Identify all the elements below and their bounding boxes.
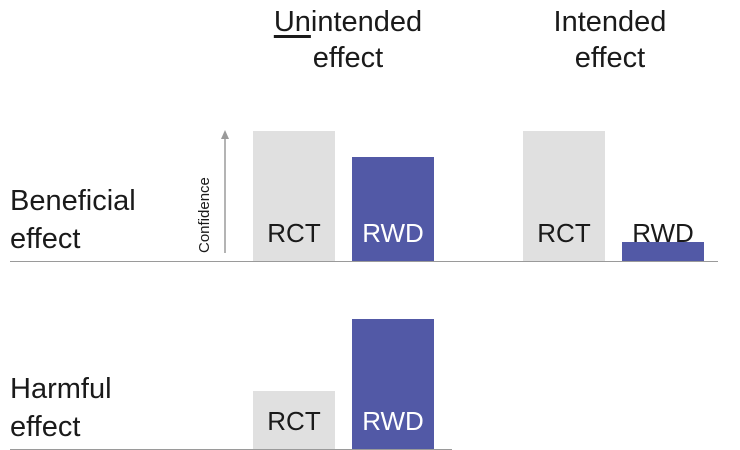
column-header-intended-line2: effect (574, 42, 646, 74)
bar-label-rwd-beneficial-effect-intended-effect: RWD (632, 218, 694, 248)
baseline-beneficial-effect (10, 261, 718, 262)
bar-rwd-harmful-effect-unintended-effect (352, 319, 434, 449)
bar-rct-harmful-effect-unintended-effect (253, 390, 335, 449)
bar-rwd-beneficial-effect-intended-effect (622, 241, 704, 261)
row-label-beneficial-line1: Beneficial (10, 185, 136, 217)
column-header-intended-effect: Intended effect (500, 4, 720, 76)
arrow-up-icon (221, 130, 229, 139)
bar-label-rwd-beneficial-effect-unintended-effect: RWD (362, 218, 424, 248)
row-label-harmful-line1: Harmful (10, 373, 112, 405)
header-prefix-remainder: intended (310, 6, 423, 38)
bar-label-rct-harmful-effect-unintended-effect: RCT (267, 406, 321, 436)
bar-label-rct-beneficial-effect-unintended-effect: RCT (267, 218, 321, 248)
column-header-unintended-effect: Unintended effect (218, 4, 478, 76)
row-label-harmful-line2: effect (10, 411, 81, 443)
column-header-unintended-line2: effect (312, 42, 384, 74)
bar-label-rwd-harmful-effect-unintended-effect: RWD (362, 406, 424, 436)
confidence-axis-label: Confidence (196, 177, 213, 253)
bar-rct-beneficial-effect-unintended-effect (253, 131, 335, 261)
row-label-beneficial-line2: effect (10, 223, 81, 255)
bar-rwd-beneficial-effect-unintended-effect (352, 157, 434, 261)
bar-rct-beneficial-effect-intended-effect (523, 131, 605, 261)
column-header-unintended-line1: Unintended (218, 4, 478, 40)
bar-label-rct-beneficial-effect-intended-effect: RCT (537, 218, 591, 248)
row-label-beneficial-effect: Beneficial effect (10, 182, 190, 258)
row-label-harmful-effect: Harmful effect (10, 370, 190, 446)
column-header-intended-line1: Intended (553, 6, 667, 38)
confidence-axis: Confidence (196, 130, 229, 253)
header-underlined-prefix: Un (273, 6, 311, 38)
